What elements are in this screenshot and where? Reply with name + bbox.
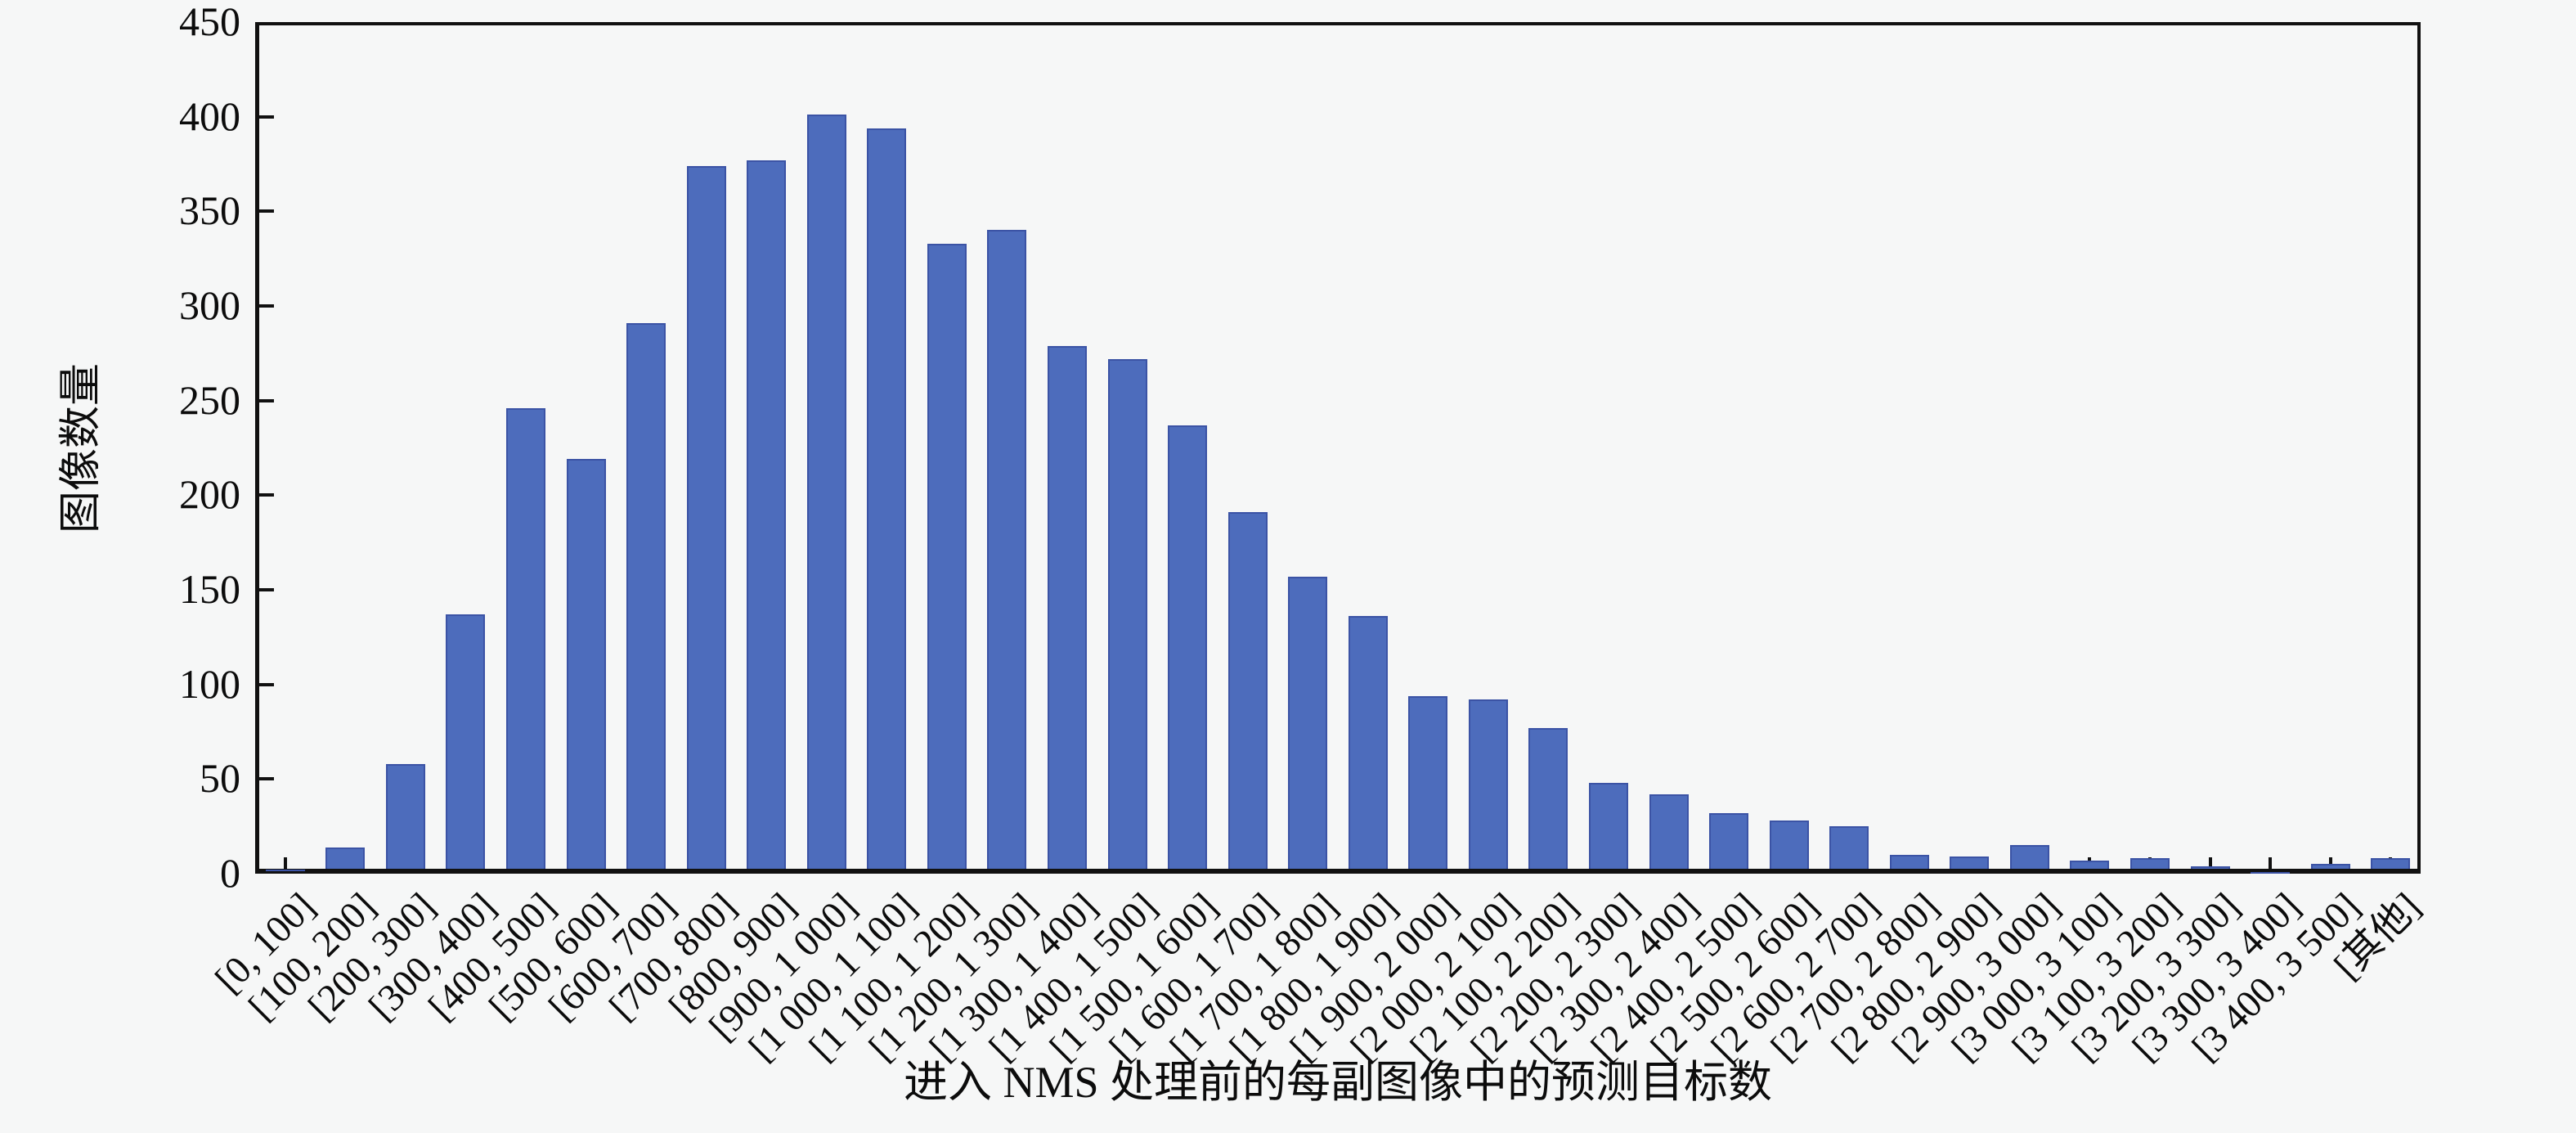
y-tick-mark (259, 209, 274, 214)
bar-[700, 800] (686, 165, 726, 869)
bar-[100, 200] (325, 847, 366, 869)
y-tick-label: 0 (220, 850, 240, 896)
bar-[2 400, 2 500] (1709, 812, 1749, 869)
bar-[800, 900] (747, 160, 787, 869)
bar-[900, 1 000] (806, 115, 846, 869)
bar-[500, 600] (566, 459, 606, 869)
y-tick-mark (259, 682, 274, 686)
bar-[0, 100] (265, 870, 305, 872)
bar-[400, 500] (506, 407, 545, 869)
bar-[3 200, 3 300] (2190, 865, 2230, 869)
y-tick-mark (259, 398, 274, 402)
y-axis-title: 图像数量 (58, 362, 105, 533)
bar-[2 300, 2 400] (1649, 794, 1689, 869)
y-tick-mark (259, 777, 274, 781)
y-tick-label: 50 (200, 755, 240, 802)
bar-[1 300, 1 400] (1048, 345, 1087, 869)
bar-[3 100, 3 200] (2130, 858, 2170, 869)
y-tick-label: 350 (179, 187, 240, 234)
y-tick-label: 150 (179, 566, 240, 612)
bar-[200, 300] (385, 763, 425, 869)
bar-[1 000, 1 100] (867, 128, 907, 869)
y-tick-label: 300 (179, 282, 240, 328)
bar-[2 500, 2 600] (1769, 821, 1809, 869)
bar-[3 400, 3 500] (2310, 864, 2350, 869)
x-tick-mark (283, 857, 287, 869)
y-tick-mark (259, 588, 274, 591)
x-tick-mark (2208, 857, 2212, 869)
bar-[3 300, 3 400] (2251, 871, 2291, 874)
y-tick-label: 100 (179, 660, 240, 707)
bar-[2 900, 3 000] (2009, 845, 2049, 869)
bar-[1 200, 1 300] (987, 230, 1027, 869)
y-tick-mark (259, 493, 274, 497)
bar-[其他] (2371, 858, 2411, 869)
y-tick-label: 200 (179, 471, 240, 518)
x-tick-mark (2269, 857, 2273, 869)
x-axis-title: 进入 NMS 处理前的每副图像中的预测目标数 (903, 1058, 1773, 1107)
plot-area (255, 22, 2421, 874)
bar-[600, 700] (626, 322, 666, 869)
bar-[300, 400] (446, 614, 486, 869)
y-tick-mark (259, 304, 274, 308)
bar-[1 400, 1 500] (1107, 358, 1147, 869)
bar-[1 800, 1 900] (1348, 616, 1388, 869)
bar-[2 100, 2 200] (1528, 727, 1568, 869)
bar-[2 700, 2 800] (1889, 854, 1929, 869)
bar-[2 600, 2 700] (1829, 826, 1869, 869)
bar-[1 500, 1 600] (1168, 425, 1208, 869)
bar-[2 200, 2 300] (1589, 782, 1628, 869)
bar-[1 100, 1 200] (927, 243, 967, 869)
y-tick-mark (259, 115, 274, 119)
bar-[1 600, 1 700] (1227, 512, 1268, 869)
y-tick-label: 450 (179, 0, 240, 44)
bar-[2 000, 2 100] (1468, 699, 1508, 869)
y-tick-label: 250 (179, 376, 240, 423)
y-tick-label: 400 (179, 92, 240, 139)
bar-[1 900, 2 000] (1408, 695, 1448, 869)
bar-[3 000, 3 100] (2070, 860, 2110, 869)
bar-[2 800, 2 900] (1950, 856, 1990, 869)
bar-[1 700, 1 800] (1288, 576, 1328, 869)
x-tick-mark (2328, 857, 2332, 869)
